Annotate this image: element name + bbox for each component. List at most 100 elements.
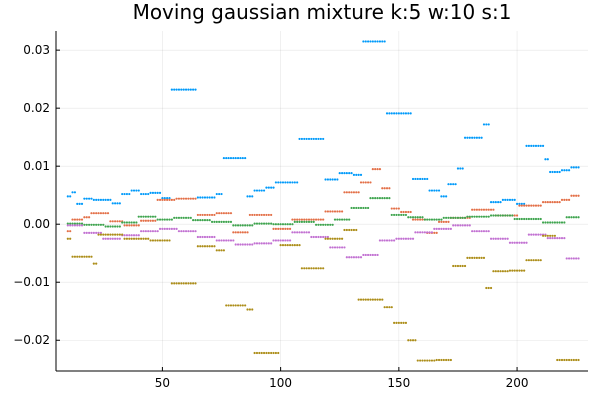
data-point-series-5 (497, 270, 500, 273)
data-point-series-3 (125, 221, 129, 224)
data-point-series-3 (452, 216, 455, 219)
data-point-series-4 (459, 224, 462, 227)
data-point-series-1 (367, 40, 370, 43)
data-point-series-1 (307, 137, 311, 141)
data-point-series-5 (161, 239, 164, 242)
data-point-series-4 (340, 246, 344, 249)
data-point-series-1 (218, 192, 221, 196)
data-point-series-5 (203, 245, 207, 248)
data-point-series-2 (194, 197, 197, 200)
data-point-series-4 (463, 224, 467, 227)
data-point-series-1 (482, 123, 486, 126)
data-point-series-4 (383, 239, 386, 242)
data-point-series-5 (331, 237, 334, 240)
data-point-series-2 (170, 198, 173, 201)
data-point-series-3 (404, 213, 408, 217)
data-point-series-5 (253, 351, 256, 355)
data-point-series-5 (546, 234, 549, 237)
data-point-series-4 (288, 239, 292, 242)
data-point-series-3 (168, 218, 171, 221)
data-point-series-4 (426, 231, 429, 234)
data-point-series-1 (527, 144, 530, 147)
data-point-series-2 (435, 231, 438, 235)
data-point-series-4 (385, 239, 389, 242)
data-point-series-3 (177, 216, 181, 219)
data-point-series-2 (340, 210, 344, 213)
data-point-series-4 (560, 237, 564, 240)
data-point-series-1 (549, 170, 552, 174)
data-point-series-1 (504, 198, 507, 201)
data-point-series-4 (236, 243, 240, 246)
data-point-series-5 (123, 237, 126, 240)
data-point-series-1 (239, 156, 242, 160)
data-point-series-3 (558, 221, 561, 224)
data-point-series-4 (537, 233, 540, 236)
data-point-series-1 (140, 192, 143, 196)
data-point-series-3 (423, 218, 426, 221)
data-point-series-4 (551, 237, 554, 240)
data-point-series-1 (388, 112, 391, 115)
data-point-series-5 (371, 298, 374, 301)
data-point-series-2 (69, 230, 72, 233)
data-point-series-5 (71, 255, 74, 258)
data-point-series-5 (367, 298, 370, 301)
data-point-series-2 (390, 207, 393, 210)
data-point-series-2 (118, 220, 121, 223)
data-point-series-4 (227, 239, 230, 242)
data-point-series-1 (359, 173, 363, 176)
data-point-series-5 (220, 249, 223, 252)
data-point-series-2 (291, 218, 294, 221)
data-point-series-5 (565, 358, 568, 362)
data-point-series-2 (532, 204, 535, 207)
data-point-series-3 (333, 218, 337, 221)
data-point-series-5 (73, 255, 77, 258)
data-point-series-2 (376, 167, 379, 171)
data-point-series-3 (80, 222, 84, 225)
data-point-series-3 (369, 196, 372, 200)
data-point-series-2 (246, 231, 249, 234)
data-point-series-5 (288, 243, 292, 247)
data-point-series-3 (570, 216, 573, 219)
data-point-series-2 (232, 231, 235, 234)
data-point-series-5 (407, 339, 410, 342)
data-point-series-5 (173, 282, 176, 285)
data-point-series-3 (442, 216, 445, 219)
data-point-series-3 (305, 220, 308, 223)
data-point-series-4 (130, 234, 133, 237)
data-point-series-5 (411, 339, 415, 342)
data-point-series-4 (565, 257, 568, 260)
data-point-series-2 (352, 191, 356, 194)
data-point-series-4 (515, 241, 519, 244)
data-point-series-4 (76, 224, 79, 227)
y-tick-label: 0.01 (23, 159, 50, 173)
data-point-series-4 (213, 235, 216, 239)
data-point-series-1 (241, 156, 244, 160)
data-point-series-3 (395, 213, 398, 217)
data-point-series-4 (577, 257, 580, 260)
chart-title: Moving gaussian mixture k:5 w:10 s:1 (133, 0, 512, 24)
data-point-series-1 (567, 169, 571, 172)
data-point-series-2 (567, 198, 571, 201)
data-point-series-2 (539, 204, 542, 207)
data-point-series-2 (187, 197, 190, 200)
data-point-series-1 (222, 156, 225, 160)
data-point-series-2 (222, 212, 225, 215)
data-point-series-3 (433, 218, 436, 221)
data-point-series-4 (170, 227, 173, 230)
data-point-series-2 (95, 212, 98, 215)
data-point-series-1 (258, 189, 261, 192)
data-point-series-1 (364, 40, 367, 43)
data-point-series-1 (310, 137, 313, 141)
data-point-series-4 (371, 253, 374, 257)
data-point-series-5 (265, 351, 268, 355)
data-point-series-2 (151, 219, 155, 222)
data-point-series-3 (317, 223, 320, 226)
data-point-series-3 (102, 223, 105, 226)
data-point-series-4 (549, 237, 552, 240)
data-point-series-4 (78, 224, 81, 227)
data-point-series-2 (111, 220, 114, 223)
data-point-series-5 (459, 264, 462, 268)
data-point-series-5 (267, 351, 270, 355)
data-point-series-2 (369, 181, 372, 184)
data-point-series-2 (210, 213, 214, 217)
